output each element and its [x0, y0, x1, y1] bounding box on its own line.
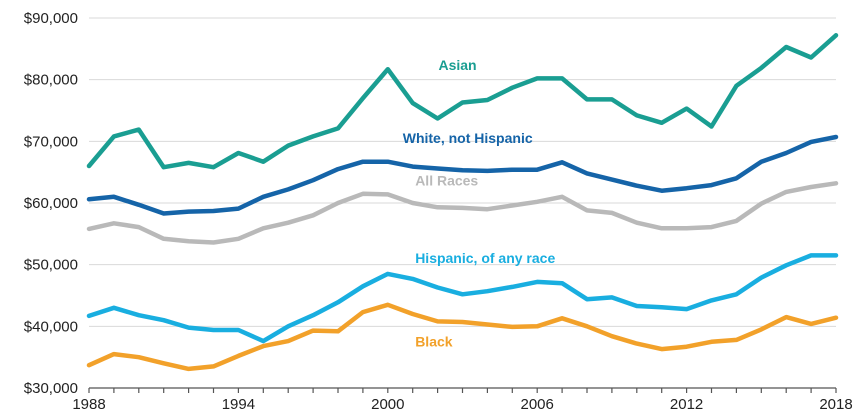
- series-labels: Asian White, not Hispanic All Races Hispani…: [403, 57, 556, 350]
- x-tick-label: 2012: [670, 396, 703, 413]
- x-tick-label: 2006: [521, 396, 554, 413]
- y-tick-label: $60,000: [24, 195, 78, 212]
- series-line-all-races: [86, 181, 839, 245]
- series-label-all-races: All Races: [415, 173, 478, 189]
- y-tick-label: $70,000: [24, 133, 78, 150]
- series-label-black: Black: [415, 334, 453, 350]
- series-lines: [86, 33, 839, 372]
- series-line-black: [86, 302, 839, 372]
- y-tick-label: $90,000: [24, 10, 78, 27]
- x-tick-label: 1988: [72, 396, 105, 413]
- series-label-hispanic-of-any-race: Hispanic, of any race: [415, 250, 555, 266]
- x-axis: 1988 1994 2000 2006 2012 2018: [72, 387, 853, 413]
- series-line-white-not-hispanic: [86, 134, 839, 216]
- y-tick-label: $80,000: [24, 72, 78, 89]
- series-line-hispanic-of-any-race: [86, 253, 839, 344]
- x-tick-label: 2000: [371, 396, 404, 413]
- series-line-asian: [86, 33, 839, 170]
- x-tick-label: 2018: [819, 396, 852, 413]
- y-axis-ticks: $30,000 $40,000 $50,000 $60,000 $70,000 $80,0…: [24, 10, 78, 397]
- y-tick-label: $50,000: [24, 257, 78, 274]
- x-tick-label: 1994: [222, 396, 255, 413]
- series-label-white-not-hispanic: White, not Hispanic: [403, 130, 533, 146]
- y-tick-label: $40,000: [24, 318, 78, 335]
- gridlines: [89, 17, 836, 327]
- y-tick-label: $30,000: [24, 380, 78, 397]
- series-label-asian: Asian: [438, 57, 476, 73]
